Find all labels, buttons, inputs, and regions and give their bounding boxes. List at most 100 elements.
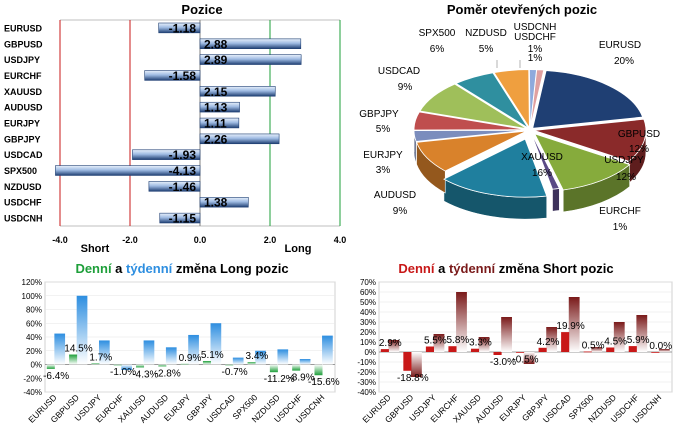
pie-label-pct-eurjpy: 3% [376, 165, 391, 176]
c3-tick-1: -20% [23, 374, 42, 383]
positions-value-nzdusd: -1.46 [169, 180, 197, 194]
c4-label-nzdusd: 4.5% [604, 337, 627, 348]
positions-category-gbpjpy: GBPJPY [4, 134, 41, 144]
pie-label-name-eurusd: EURUSD [599, 40, 641, 51]
pie-slice-xauusd [443, 138, 548, 198]
pie-label-pct-usdchf: 1% [528, 44, 543, 55]
c4-weekly-bar-gbpjpy [546, 327, 558, 352]
short-label: Short [81, 243, 110, 255]
long-change-tick-labels: -40% -20% 0% 20% 40% 60% 80% 100% 120% [22, 278, 42, 397]
c4-tick-10: 60% [360, 288, 376, 297]
c3-label-usdcnh: -15.6% [308, 377, 340, 388]
c4-weekly-bar-nzdusd [613, 322, 625, 352]
c4-label-eurusd: 2.9% [379, 338, 402, 349]
c4-weekly-bar-eurchf [456, 292, 467, 352]
positions-value-audusd: 1.13 [204, 101, 228, 115]
c3-daily-bar-eurjpy [180, 363, 189, 365]
c4-label-audusd: -3.0% [490, 357, 516, 368]
c4-daily-bar-usdjpy [425, 346, 434, 352]
positions-value-spx500: -4.13 [169, 164, 197, 178]
pie-label-name-gbpjpy: GBPJPY [359, 109, 399, 120]
pie-label-name-eurchf: EURCHF [599, 206, 641, 217]
long-change-bars [46, 295, 333, 376]
c3-daily-bar-usdcnh [314, 364, 323, 376]
c4-weekly-bar-spx500 [591, 347, 603, 352]
positions-bar-gbpjpy [199, 133, 280, 145]
positions-tick-4: 4.0 [334, 235, 347, 245]
long-title-weekly: týdenní [126, 261, 173, 276]
c4-tick-1: -30% [357, 378, 376, 387]
positions-category-labels: EURUSD GBPUSD USDJPY EURCHF XAUUSD AUDUSD EURJ… [4, 23, 43, 223]
c3-daily-bar-usdchf [292, 364, 301, 371]
c4-daily-bar-usdcnh [651, 352, 660, 353]
pie-title: Poměr otevřených pozic [447, 2, 597, 17]
pie-label-name-usdcad: USDCAD [378, 66, 420, 77]
c4-tick-3: -10% [357, 358, 376, 367]
c4-label-usdchf: 5.9% [627, 335, 650, 346]
c4-daily-bar-usdchf [628, 346, 637, 352]
pie-label-pct-audusd: 9% [393, 206, 408, 217]
c4-daily-bar-eurusd [380, 349, 389, 352]
short-change-bars [380, 292, 670, 377]
positions-bar-eurjpy [199, 117, 240, 129]
c3-weekly-bar-eurusd [54, 333, 66, 365]
c4-daily-bar-nzdusd [606, 347, 615, 352]
positions-category-gbpusd: GBPUSD [4, 39, 43, 49]
positions-category-audusd: AUDUSD [4, 103, 43, 113]
pie-label-pct-gbpusd: 12% [629, 144, 649, 155]
positions-bars: -1.18 2.88 2.89 -1.58 2.15 1.13 1.112.26 -1.93 -… [55, 21, 302, 226]
c3-label-xauusd: -4.3% [132, 369, 158, 380]
c3-weekly-bar-gbpjpy [210, 323, 222, 365]
c3-tick-5: 60% [26, 319, 42, 328]
positions-value-gbpjpy: 2.26 [204, 132, 228, 146]
pie-slice-usdjpy [533, 133, 631, 191]
c3-weekly-bar-eurchf [121, 364, 132, 370]
long-change-category-labels: EURUSDGBPUSDUSDJPYEURCHFXAUUSDAUDUSDEURJ… [26, 392, 326, 425]
c4-tick-11: 70% [360, 278, 376, 287]
pie-labels: EURUSD20%GBPUSD12%USDJPY12%EURCHF1%XAUUS… [359, 22, 660, 233]
positions-bar-usdjpy [199, 54, 302, 65]
c4-weekly-bar-usdchf [636, 315, 648, 352]
pie-label-name-gbpusd: GBPUSD [618, 129, 660, 140]
c4-tick-9: 50% [360, 298, 376, 307]
pie-label-name-usdjpy: USDJPY [604, 155, 644, 166]
open-positions-pie-chart: Poměr otevřených pozic EURUSD 20% GBPUSD 12… [359, 2, 660, 233]
pie-label-name-audusd: AUDUSD [374, 190, 416, 201]
c3-daily-bar-eurusd [46, 364, 55, 369]
c3-daily-bar-eurchf [113, 364, 122, 366]
positions-tick-labels: -4.0 -2.0 0.0 2.0 4.0 [52, 235, 346, 245]
c3-tick-0: -40% [23, 388, 42, 397]
c3-label-gbpusd: 14.5% [64, 344, 92, 355]
positions-value-eurusd: -1.18 [169, 21, 197, 35]
short-title-and: a [434, 261, 448, 276]
c3-weekly-bar-xauusd [143, 340, 155, 365]
c4-label-spx500: 0.5% [582, 341, 605, 352]
long-change-chart: Denní a týdenní změna Long pozic -6.4% 14… [22, 261, 340, 425]
positions-value-eurchf: -1.58 [169, 69, 197, 83]
c4-label-eurchf: 5.8% [446, 335, 469, 346]
c4-daily-bar-eurjpy [516, 352, 525, 353]
positions-category-usdcnh: USDCNH [4, 214, 43, 224]
c3-tick-8: 120% [22, 278, 42, 287]
c4-tick-0: -40% [357, 388, 376, 397]
positions-category-eurchf: EURCHF [4, 71, 42, 81]
long-change-data-labels: -6.4% 14.5%1.7% -1.0%-4.3%-2.8% 0.9% 5.1% -0.… [43, 344, 340, 389]
positions-title: Pozice [181, 2, 222, 17]
pie-slices [413, 69, 647, 198]
c4-daily-bar-gbpusd [403, 352, 412, 371]
c4-label-usdjpy: 5.5% [424, 336, 447, 347]
positions-bar-audusd [199, 101, 240, 113]
c3-label-spx500: 3.4% [246, 351, 269, 362]
positions-category-eurusd: EURUSD [4, 23, 43, 33]
positions-tick-0: -4.0 [52, 235, 68, 245]
c3-daily-bar-gbpjpy [202, 360, 211, 365]
c3-daily-bar-usdjpy [91, 363, 100, 365]
positions-category-xauusd: XAUUSD [4, 87, 43, 97]
short-change-data-labels: 2.9% -18.8% 5.5% 5.8% 3.3% -3.0%-0.5% 4.2% 19.9… [379, 321, 672, 384]
pie-label-pct-nzdusd: 5% [479, 44, 494, 55]
c4-daily-bar-eurchf [448, 346, 457, 352]
c4-weekly-bar-gbpusd [411, 352, 422, 377]
pie-label-pct-eurchf: 1% [613, 222, 628, 233]
c3-daily-bar-xauusd [136, 364, 145, 368]
